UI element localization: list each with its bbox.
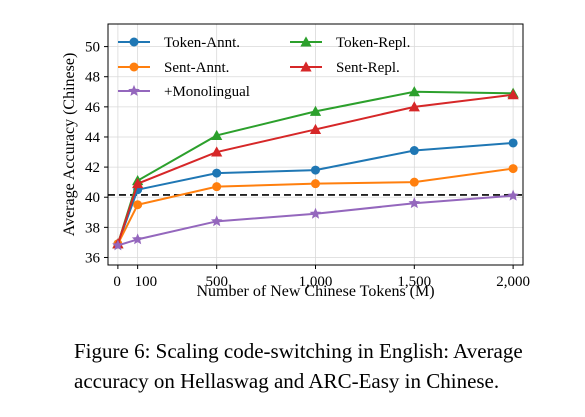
data-point — [211, 146, 223, 157]
series-sent-annt — [113, 164, 518, 249]
legend-label: Sent-Annt. — [164, 60, 229, 76]
legend-label: Token-Repl. — [336, 35, 410, 51]
data-point — [132, 178, 144, 189]
data-point — [507, 89, 519, 100]
legend-entry: Token-Annt. — [118, 35, 240, 51]
data-point — [211, 129, 223, 140]
tick-labels: 0 100 500 1,000 1,500 2,000 36 38 40 42 44 46 48 50 — [85, 40, 530, 290]
data-point — [131, 233, 144, 245]
caption-line-2: accuracy on Hellaswag and ARC-Easy in Ch… — [74, 369, 500, 393]
legend-entry: Sent-Annt. — [118, 60, 229, 76]
y-tick-label: 36 — [85, 250, 101, 266]
data-point — [300, 61, 312, 72]
x-axis-label: Number of New Chinese Tokens (M) — [196, 283, 434, 300]
data-point — [128, 84, 140, 96]
data-point — [409, 177, 419, 187]
y-tick-label: 38 — [85, 220, 100, 236]
series-layer — [112, 86, 519, 251]
data-point — [309, 123, 322, 134]
x-tick-label: 500 — [205, 274, 228, 290]
series-monolingual — [112, 189, 519, 251]
data-point — [129, 37, 139, 47]
legend-label: Sent-Repl. — [336, 60, 400, 76]
line-chart: 0 100 500 1,000 1,500 2,000 36 38 40 42 44 46 48 50 T… — [61, 23, 530, 300]
series-line — [116, 93, 514, 245]
legend: Token-Annt. Token-Repl. Sent-Annt. Sent-Rep… — [118, 35, 410, 100]
data-point — [133, 200, 143, 210]
caption-line-1: Figure 6: Scaling code-switching in Engl… — [74, 339, 523, 363]
data-point — [508, 138, 518, 148]
data-point — [129, 62, 139, 72]
data-point — [112, 239, 124, 251]
data-point — [508, 164, 518, 174]
series-line — [116, 167, 514, 245]
y-tick-label: 50 — [85, 40, 100, 56]
x-tick-label: 2,000 — [496, 274, 530, 290]
x-tick-label: 0 — [113, 274, 121, 290]
x-tick-label: 100 — [135, 274, 158, 290]
data-point — [408, 197, 421, 209]
data-point — [300, 36, 312, 47]
data-point — [210, 215, 223, 227]
data-point — [311, 165, 320, 175]
data-point — [408, 101, 420, 112]
y-tick-label: 42 — [85, 160, 100, 176]
legend-entry: +Monolingual — [118, 84, 250, 100]
series-line — [116, 141, 514, 245]
x-tick-label: 1,500 — [397, 274, 431, 290]
y-tick-label: 44 — [85, 130, 101, 146]
legend-label: +Monolingual — [164, 84, 250, 100]
x-tick-label: 1,000 — [299, 274, 333, 290]
y-tick-label: 48 — [85, 70, 100, 86]
y-tick-label: 46 — [85, 100, 101, 116]
data-point — [309, 105, 322, 116]
data-point — [212, 182, 222, 192]
legend-entry: Sent-Repl. — [290, 60, 400, 76]
figure-caption: Figure 6: Scaling code-switching in Engl… — [74, 336, 579, 396]
data-point — [409, 146, 419, 156]
data-point — [507, 189, 519, 201]
legend-label: Token-Annt. — [164, 35, 240, 51]
y-axis-label: Average Accuracy (Chinese) — [61, 53, 78, 237]
data-point — [212, 168, 222, 178]
y-tick-label: 40 — [85, 190, 100, 206]
series-line — [117, 194, 514, 247]
data-point — [311, 179, 320, 189]
data-point — [309, 207, 322, 219]
data-point — [408, 86, 420, 97]
legend-entry: Token-Repl. — [290, 35, 410, 51]
